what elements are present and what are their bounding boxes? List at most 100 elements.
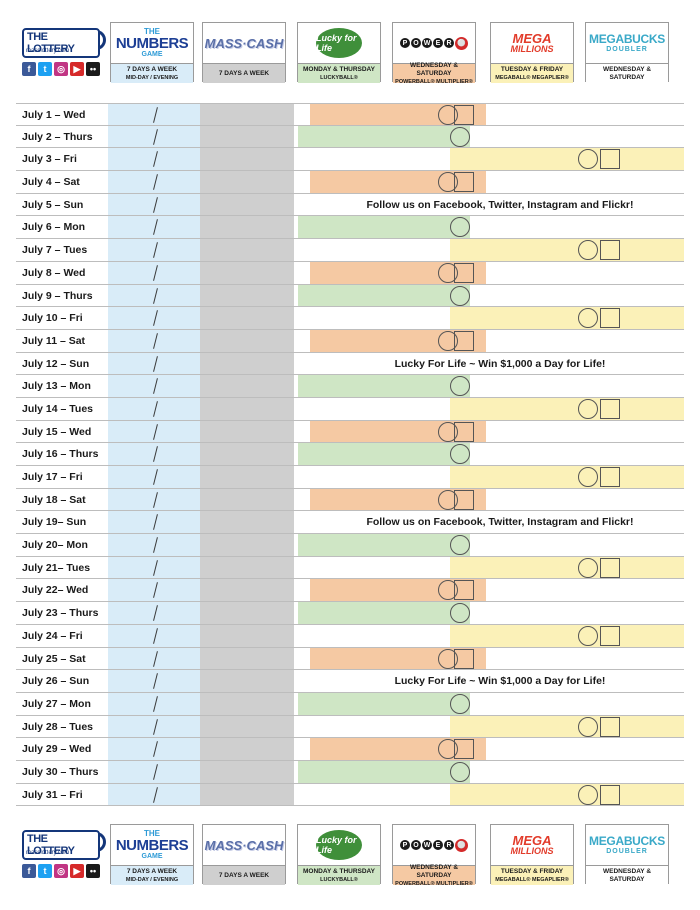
numbers-game-cell[interactable] (108, 216, 200, 239)
mass-cash-cell[interactable] (200, 692, 294, 715)
lottery-brand[interactable]: THE LOTTERY masslottery.com f t ◎ ▶ •• (20, 824, 110, 894)
powerball-circle[interactable] (438, 648, 458, 669)
numbers-game-cell[interactable] (108, 760, 200, 783)
powerball-circle[interactable] (438, 105, 458, 125)
brand-url[interactable]: masslottery.com (26, 48, 70, 54)
mass-cash-cell[interactable] (200, 148, 294, 171)
numbers-game-cell[interactable] (108, 397, 200, 420)
lucky-for-life-cell[interactable] (298, 216, 470, 239)
mass-cash-cell[interactable] (200, 511, 294, 534)
mass-cash-cell[interactable] (200, 261, 294, 284)
powerball-cell[interactable] (310, 738, 486, 760)
numbers-game-cell[interactable] (108, 261, 200, 284)
numbers-game-cell[interactable] (108, 579, 200, 602)
mega-millions-cell[interactable] (450, 307, 684, 329)
numbers-game-cell[interactable] (108, 125, 200, 148)
megaball-circle[interactable] (578, 784, 598, 805)
mega-millions-cell[interactable] (450, 239, 684, 261)
numbers-game-cell[interactable] (108, 624, 200, 647)
lucky-for-life-cell[interactable] (298, 375, 470, 397)
numbers-game-cell[interactable] (108, 692, 200, 715)
numbers-game-cell[interactable] (108, 148, 200, 171)
mass-cash-cell[interactable] (200, 397, 294, 420)
mass-cash-cell[interactable] (200, 193, 294, 216)
lucky-for-life-cell[interactable] (298, 284, 470, 307)
luckyball-circle[interactable] (450, 126, 470, 147)
luckyball-circle[interactable] (450, 444, 470, 465)
megaplier-box[interactable] (600, 240, 620, 261)
multiplier-box[interactable] (454, 648, 474, 669)
multiplier-box[interactable] (454, 739, 474, 760)
numbers-game-cell[interactable] (108, 602, 200, 624)
megaball-circle[interactable] (578, 625, 598, 646)
lucky-for-life-cell[interactable] (298, 125, 470, 148)
powerball-circle[interactable] (438, 580, 458, 601)
powerball-circle[interactable] (438, 739, 458, 760)
powerball-circle[interactable] (438, 489, 458, 510)
luckyball-circle[interactable] (450, 285, 470, 306)
mass-cash-cell[interactable] (200, 602, 294, 624)
megaplier-box[interactable] (600, 625, 620, 646)
numbers-game-cell[interactable] (108, 329, 200, 352)
multiplier-box[interactable] (454, 105, 474, 125)
mega-millions-cell[interactable] (450, 783, 684, 806)
mass-cash-cell[interactable] (200, 760, 294, 783)
lucky-for-life-cell[interactable] (298, 534, 470, 556)
powerball-cell[interactable] (310, 329, 486, 352)
mass-cash-cell[interactable] (200, 647, 294, 670)
numbers-game-cell[interactable] (108, 443, 200, 465)
megaplier-box[interactable] (600, 308, 620, 329)
mass-cash-cell[interactable] (200, 579, 294, 602)
mass-cash-cell[interactable] (200, 670, 294, 692)
mass-cash-cell[interactable] (200, 216, 294, 239)
numbers-game-cell[interactable] (108, 783, 200, 806)
numbers-game-cell[interactable] (108, 466, 200, 488)
megaplier-box[interactable] (600, 398, 620, 419)
mass-cash-cell[interactable] (200, 171, 294, 193)
luckyball-circle[interactable] (450, 376, 470, 397)
lottery-brand[interactable]: THE LOTTERY masslottery.com f t ◎ ▶ •• (20, 22, 110, 92)
megaball-circle[interactable] (578, 149, 598, 170)
multiplier-box[interactable] (454, 172, 474, 193)
powerball-circle[interactable] (438, 421, 458, 442)
mega-millions-cell[interactable] (450, 715, 684, 738)
numbers-game-cell[interactable] (108, 104, 200, 125)
mass-cash-cell[interactable] (200, 125, 294, 148)
powerball-cell[interactable] (310, 171, 486, 193)
luckyball-circle[interactable] (450, 693, 470, 714)
numbers-game-cell[interactable] (108, 670, 200, 692)
instagram-icon[interactable]: ◎ (54, 62, 68, 76)
numbers-game-cell[interactable] (108, 171, 200, 193)
multiplier-box[interactable] (454, 489, 474, 510)
numbers-game-cell[interactable] (108, 534, 200, 556)
megaball-circle[interactable] (578, 240, 598, 261)
numbers-game-cell[interactable] (108, 239, 200, 261)
flickr-icon[interactable]: •• (86, 864, 100, 878)
numbers-game-cell[interactable] (108, 647, 200, 670)
powerball-circle[interactable] (438, 262, 458, 283)
numbers-game-cell[interactable] (108, 420, 200, 443)
mass-cash-cell[interactable] (200, 352, 294, 375)
mega-millions-cell[interactable] (450, 397, 684, 420)
powerball-circle[interactable] (438, 172, 458, 193)
mass-cash-cell[interactable] (200, 738, 294, 760)
megaplier-box[interactable] (600, 784, 620, 805)
megaball-circle[interactable] (578, 467, 598, 487)
luckyball-circle[interactable] (450, 603, 470, 624)
mass-cash-cell[interactable] (200, 556, 294, 579)
mass-cash-cell[interactable] (200, 284, 294, 307)
facebook-icon[interactable]: f (22, 864, 36, 878)
megaplier-box[interactable] (600, 716, 620, 737)
megaball-circle[interactable] (578, 716, 598, 737)
mass-cash-cell[interactable] (200, 104, 294, 125)
numbers-game-cell[interactable] (108, 511, 200, 534)
mass-cash-cell[interactable] (200, 783, 294, 806)
megaball-circle[interactable] (578, 557, 598, 578)
multiplier-box[interactable] (454, 330, 474, 351)
mega-millions-cell[interactable] (450, 556, 684, 579)
megaplier-box[interactable] (600, 149, 620, 170)
flickr-icon[interactable]: •• (86, 62, 100, 76)
lucky-for-life-cell[interactable] (298, 760, 470, 783)
powerball-circle[interactable] (438, 330, 458, 351)
megaball-circle[interactable] (578, 398, 598, 419)
